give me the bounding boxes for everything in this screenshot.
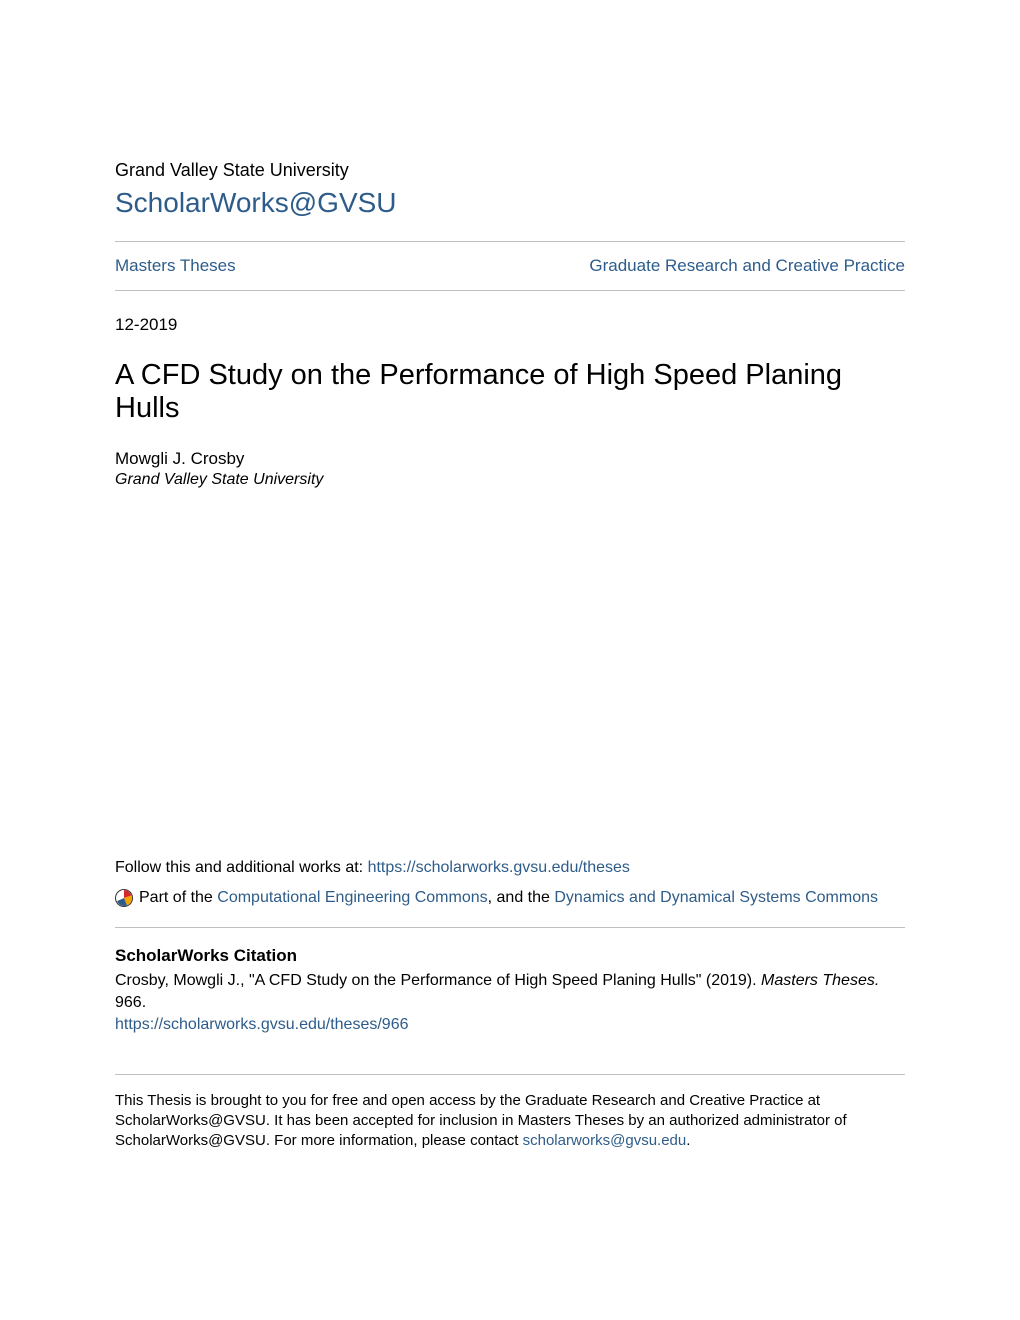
paper-title: A CFD Study on the Performance of High S… <box>115 359 905 425</box>
author-affiliation: Grand Valley State University <box>115 471 905 489</box>
partof-prefix: Part of the <box>139 889 217 906</box>
citation-body: Crosby, Mowgli J., "A CFD Study on the P… <box>115 970 905 1013</box>
partof-link-2[interactable]: Dynamics and Dynamical Systems Commons <box>554 889 878 906</box>
follow-line: Follow this and additional works at: htt… <box>115 859 905 877</box>
citation-url[interactable]: https://scholarworks.gvsu.edu/theses/966 <box>115 1016 905 1034</box>
spacer <box>115 489 905 859</box>
citation-text-1: Crosby, Mowgli J., "A CFD Study on the P… <box>115 972 761 989</box>
citation-series: Masters Theses. <box>761 972 879 989</box>
footer-text-1: This Thesis is brought to you for free a… <box>115 1092 847 1150</box>
partof-link-1[interactable]: Computational Engineering Commons <box>217 889 487 906</box>
institution-name: Grand Valley State University <box>115 160 905 181</box>
footer-text-2: . <box>686 1132 690 1149</box>
partof-text: Part of the Computational Engineering Co… <box>139 887 878 909</box>
site-title-link[interactable]: ScholarWorks@GVSU <box>115 187 905 219</box>
follow-prefix: Follow this and additional works at: <box>115 859 368 876</box>
partof-mid: , and the <box>488 889 555 906</box>
citation-text-2: 966. <box>115 994 146 1011</box>
author-name: Mowgli J. Crosby <box>115 449 905 469</box>
footer-note: This Thesis is brought to you for free a… <box>115 1091 905 1152</box>
nav-link-grad-research[interactable]: Graduate Research and Creative Practice <box>589 256 905 276</box>
network-commons-icon <box>115 889 133 907</box>
citation-heading: ScholarWorks Citation <box>115 946 905 966</box>
publication-date: 12-2019 <box>115 315 905 335</box>
nav-link-masters-theses[interactable]: Masters Theses <box>115 256 236 276</box>
divider-nav <box>115 290 905 291</box>
nav-row: Masters Theses Graduate Research and Cre… <box>115 242 905 290</box>
divider-mid <box>115 927 905 928</box>
spacer-small <box>115 1075 905 1091</box>
footer-contact-link[interactable]: scholarworks@gvsu.edu <box>523 1132 687 1149</box>
follow-link[interactable]: https://scholarworks.gvsu.edu/theses <box>368 859 630 876</box>
partof-row: Part of the Computational Engineering Co… <box>115 887 905 909</box>
